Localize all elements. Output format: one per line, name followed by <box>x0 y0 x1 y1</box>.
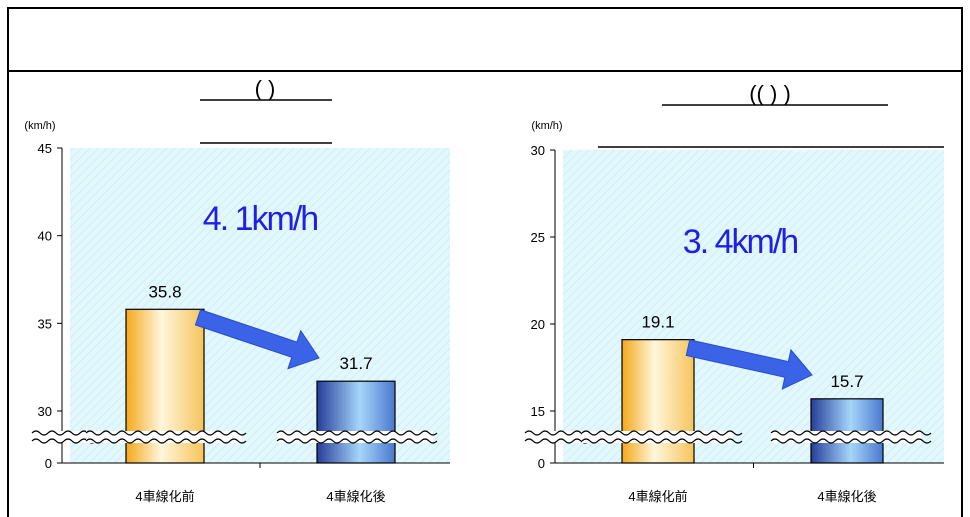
y-tick-label: 25 <box>531 230 545 245</box>
axis-break-line <box>770 430 932 436</box>
axis-break-line <box>85 430 247 436</box>
y-tick-label: 30 <box>38 404 52 419</box>
x-category-label: 4車線化前 <box>135 489 194 504</box>
decrease-arrow-icon <box>194 309 320 370</box>
x-category-label: 4車線化後 <box>326 489 385 504</box>
axis-break-line <box>276 438 438 444</box>
axis-break-line <box>524 438 590 444</box>
axis-break-line <box>581 438 743 444</box>
arrow-shape <box>194 309 320 370</box>
axis-break-line <box>85 438 247 444</box>
axis-break-line <box>276 430 438 436</box>
y-tick-label: 0 <box>45 456 52 471</box>
outer-frame <box>7 7 963 517</box>
y-axis-unit-label: (km/h) <box>531 120 562 132</box>
chart-title: (( ) ) <box>749 81 791 106</box>
bar-after <box>316 380 396 464</box>
axis-break-line <box>31 430 97 436</box>
bar-value-label: 31.7 <box>339 354 372 373</box>
x-category-label: 4車線化後 <box>817 489 876 504</box>
plot-area <box>563 150 944 463</box>
bar-value-label: 15.7 <box>830 372 863 391</box>
arrow-shape <box>685 339 813 390</box>
axis-break-line <box>581 430 743 436</box>
speed-change-label: 3. 4km/h <box>683 223 797 261</box>
chart-left: ( ) (km/h) 0 30 35 40 45 35.8 4車線化前 31.7 4車線化後 4. 1… <box>24 76 450 504</box>
bar-value-label: 35.8 <box>148 282 181 301</box>
bar-value-label: 19.1 <box>641 313 674 332</box>
x-category-label: 4車線化前 <box>628 489 687 504</box>
y-axis-unit-label: (km/h) <box>24 120 55 132</box>
decrease-arrow-icon <box>685 339 813 390</box>
y-tick-label: 0 <box>538 456 545 471</box>
chart-right: (( ) ) (km/h) 0 15 20 25 30 19.1 4車線化前 15.7 4車線化後 3… <box>524 81 944 504</box>
axis-break-line <box>31 438 97 444</box>
y-tick-label: 35 <box>38 316 52 331</box>
y-tick-label: 15 <box>531 404 545 419</box>
axis-break-line <box>524 430 590 436</box>
y-tick-label: 45 <box>38 141 52 156</box>
bar-before <box>621 339 695 464</box>
speed-change-label: 4. 1km/h <box>203 200 317 238</box>
chart-title: ( ) <box>255 76 276 101</box>
axis-break-line <box>770 438 932 444</box>
y-tick-label: 30 <box>531 143 545 158</box>
y-tick-label: 40 <box>38 229 52 244</box>
y-tick-label: 20 <box>531 317 545 332</box>
